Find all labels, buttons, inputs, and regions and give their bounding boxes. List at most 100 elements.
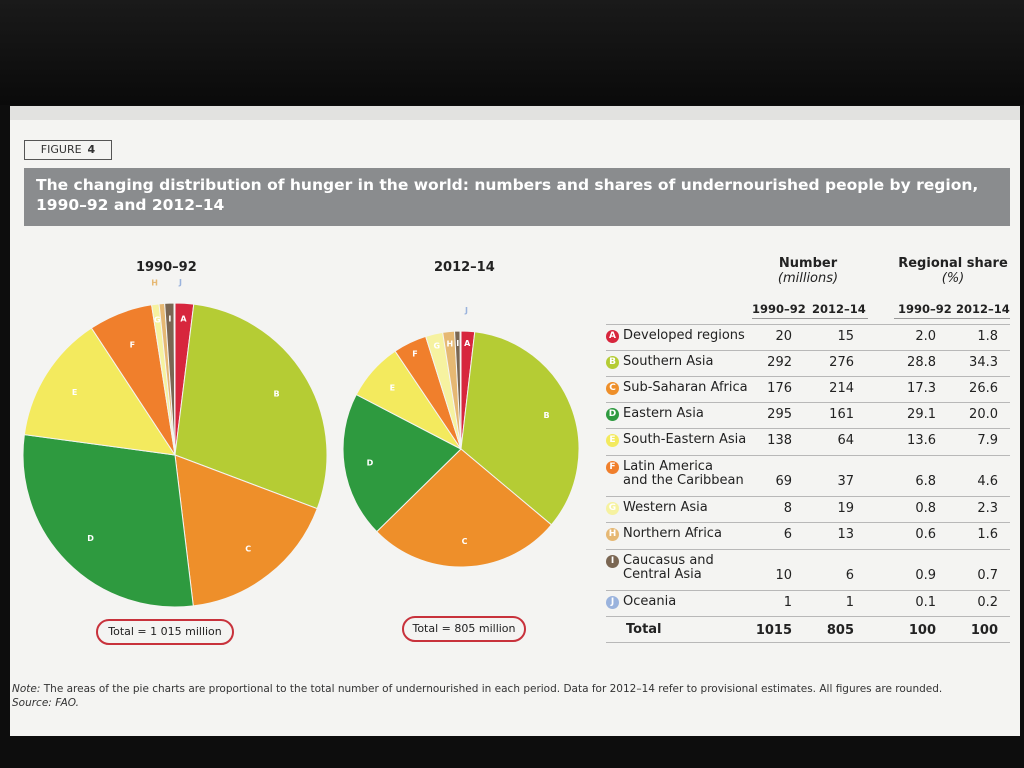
note-label: Note: <box>12 683 41 695</box>
pie-slice-label: G <box>434 342 441 351</box>
figure-number: 4 <box>87 143 96 156</box>
region-letter-badge: B <box>606 356 619 369</box>
cell-s2: 20.0 <box>969 407 998 422</box>
pie-slice-label: E <box>390 384 395 393</box>
row-label: H Northern Africa <box>606 527 722 541</box>
cell-s1: 13.6 <box>907 433 936 448</box>
subheader-share-1990: 1990–92 <box>898 302 952 316</box>
cell-n1: 295 <box>767 407 792 422</box>
pie-slice-label: B <box>543 411 549 420</box>
cell-s2: 1.6 <box>977 527 998 542</box>
pie-slice-label: J <box>178 278 182 287</box>
share-header: Regional share (%) <box>896 256 1010 286</box>
row-label: A Developed regions <box>606 329 745 343</box>
region-name: South-Eastern Asia <box>623 432 747 447</box>
row-label: E South-Eastern Asia <box>606 433 746 447</box>
table-row: H Northern Africa 6 13 0.6 1.6 <box>606 522 1010 550</box>
cell-s2: 4.6 <box>977 474 998 489</box>
cell-n1: 1 <box>783 595 792 610</box>
cell-n2: 214 <box>829 381 854 396</box>
table-row: J Oceania 1 1 0.1 0.2 <box>606 590 1010 617</box>
cell-n2: 1 <box>845 595 854 610</box>
region-name-line: Latin America <box>623 459 713 474</box>
row-label: I Caucasus and Central Asia <box>606 554 714 582</box>
region-letter-badge: H <box>606 528 619 541</box>
footnote: Note: The areas of the pie charts are pr… <box>12 682 942 710</box>
cell-s2: 34.3 <box>969 355 998 370</box>
pie-slice-label: I <box>168 314 171 323</box>
number-header: Number (millions) <box>760 256 856 286</box>
cell-n1: 176 <box>767 381 792 396</box>
cell-s1: 0.6 <box>915 527 936 542</box>
cell-n1: 6 <box>783 527 792 542</box>
share-header-label: Regional share <box>898 256 1008 271</box>
pie-title-2012: 2012–14 <box>434 260 495 275</box>
cell-n2: 276 <box>829 355 854 370</box>
row-label: G Western Asia <box>606 501 708 515</box>
cell-s1: 29.1 <box>907 407 936 422</box>
cell-n1: 20 <box>775 329 792 344</box>
total-label: Total <box>626 622 662 637</box>
region-letter-badge: E <box>606 434 619 447</box>
pie-slice-label: H <box>151 279 158 288</box>
pie-title-1990: 1990–92 <box>136 260 197 275</box>
region-name-line: and the Caribbean <box>623 473 744 488</box>
pie-slice-label: A <box>180 314 187 323</box>
pie-slice-label: A <box>464 339 471 348</box>
cell-n2: 37 <box>837 474 854 489</box>
region-name: Northern Africa <box>623 526 722 541</box>
pie-slice-label: H <box>446 339 453 348</box>
total-s1: 100 <box>908 623 936 638</box>
pie-slice-label: C <box>245 544 251 553</box>
row-label: D Eastern Asia <box>606 407 704 421</box>
total-n2: 805 <box>826 623 854 638</box>
cell-s1: 0.8 <box>915 501 936 516</box>
pie-slice-label: D <box>367 459 374 468</box>
cell-s1: 17.3 <box>907 381 936 396</box>
share-header-unit: (%) <box>941 271 965 286</box>
table-row: E South-Eastern Asia 138 64 13.6 7.9 <box>606 428 1010 456</box>
region-name: Oceania <box>623 594 677 609</box>
number-header-rule <box>752 318 868 319</box>
note-line: Note: The areas of the pie charts are pr… <box>12 682 942 696</box>
slide-top-strip <box>10 106 1020 120</box>
figure-title: The changing distribution of hunger in t… <box>24 168 1010 226</box>
cell-s2: 2.3 <box>977 501 998 516</box>
table-row: D Eastern Asia 295 161 29.1 20.0 <box>606 402 1010 429</box>
cell-s2: 1.8 <box>977 329 998 344</box>
pie-slice-label: I <box>456 339 459 348</box>
region-letter-badge: C <box>606 382 619 395</box>
cell-n2: 19 <box>837 501 854 516</box>
table-total-row: Total 1015 805 100 100 <box>606 616 1010 643</box>
row-label: J Oceania <box>606 595 676 609</box>
subheader-number-1990: 1990–92 <box>752 302 806 316</box>
subheader-number-2012: 2012–14 <box>812 302 866 316</box>
region-name: Southern Asia <box>623 354 714 369</box>
cell-n1: 292 <box>767 355 792 370</box>
cell-n1: 69 <box>775 474 792 489</box>
region-name: Developed regions <box>623 328 745 343</box>
region-letter-badge: D <box>606 408 619 421</box>
region-name-line: Caucasus and <box>623 553 714 568</box>
region-letter-badge: I <box>606 555 619 568</box>
region-name: Caucasus and Central Asia <box>623 554 714 582</box>
pie-slice-b <box>460 331 580 526</box>
figure-label: FIGURE 4 <box>24 140 112 160</box>
cell-n2: 161 <box>829 407 854 422</box>
region-letter-badge: A <box>606 330 619 343</box>
pie-slice-label: D <box>87 534 94 543</box>
table-row: F Latin America and the Caribbean 69 37 6.8 4.… <box>606 455 1010 497</box>
pie-slice-j <box>173 302 176 456</box>
row-label: C Sub-Saharan Africa <box>606 381 748 395</box>
region-name: Western Asia <box>623 500 708 515</box>
table-row: I Caucasus and Central Asia 10 6 0.9 0.7 <box>606 549 1010 591</box>
pie-slice-label: E <box>72 388 77 397</box>
total-s2: 100 <box>970 623 998 638</box>
source-line: Source: FAO. <box>12 696 942 710</box>
pie-slice-label: B <box>273 390 279 399</box>
number-header-label: Number <box>778 256 838 271</box>
cell-s1: 6.8 <box>915 474 936 489</box>
share-header-rule <box>894 318 1010 319</box>
row-label: F Latin America and the Caribbean <box>606 460 744 488</box>
